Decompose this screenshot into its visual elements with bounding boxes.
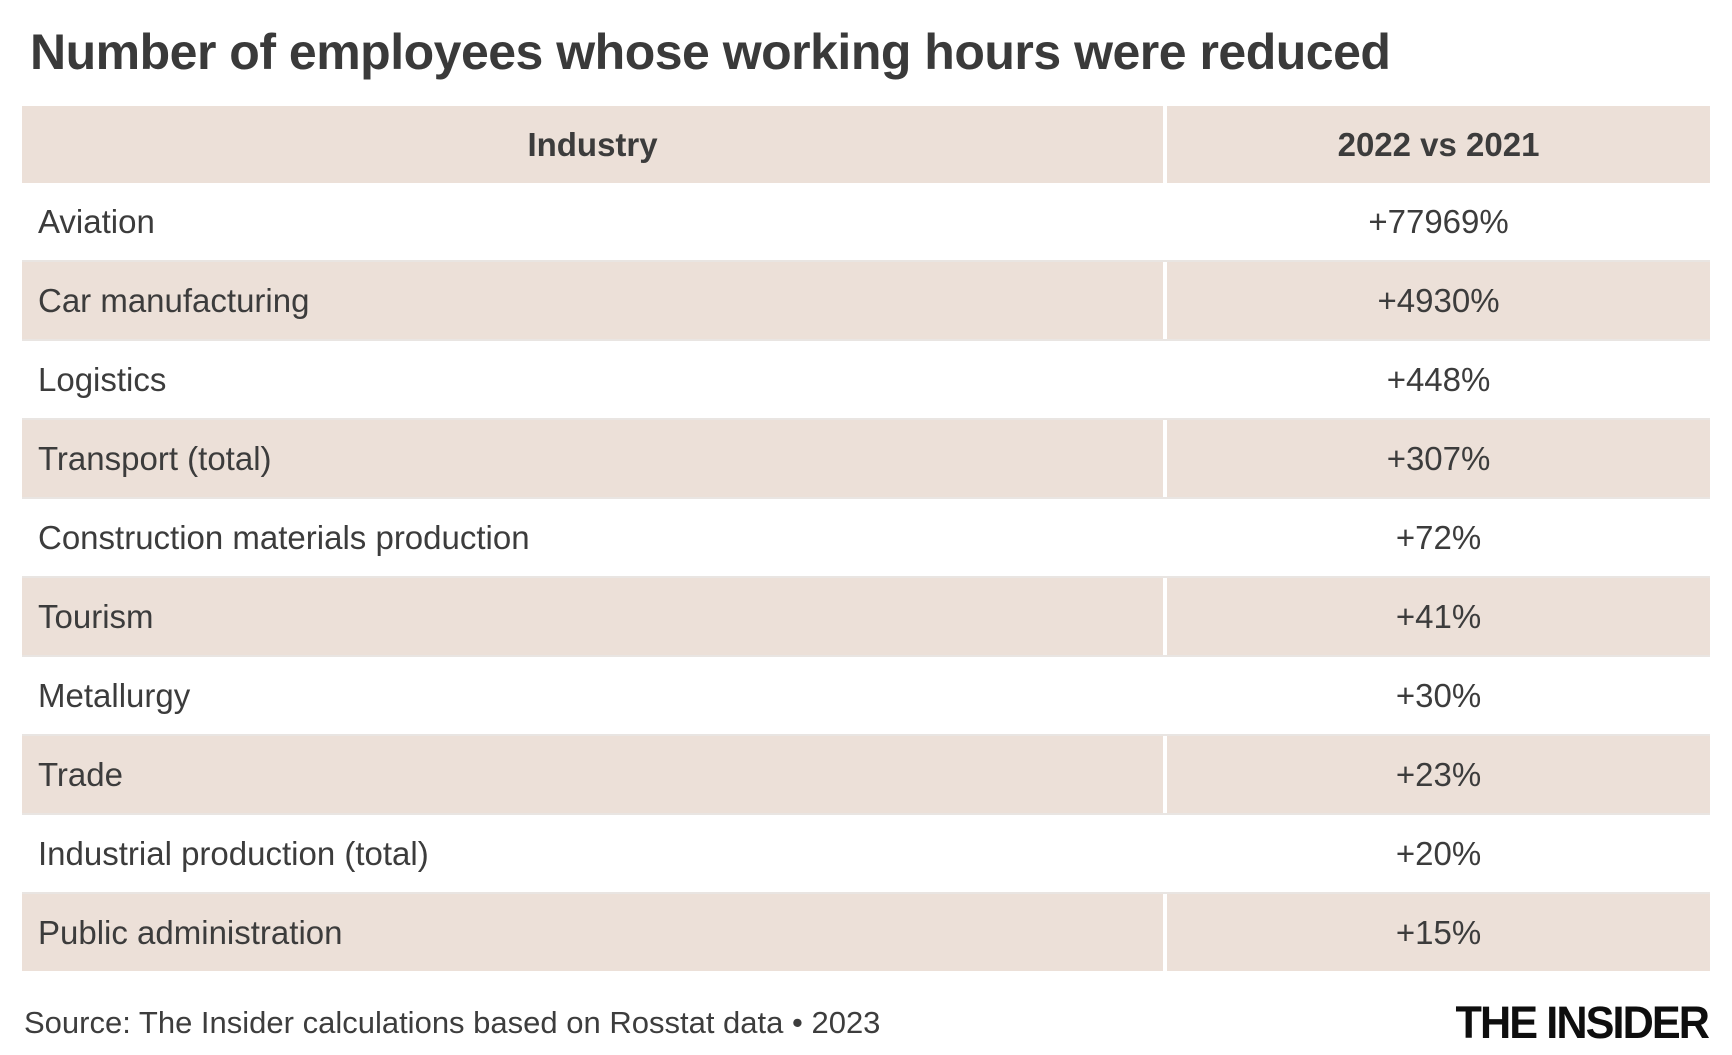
source-note: Source: The Insider calculations based o… xyxy=(24,1005,881,1040)
table-row: Logistics +448% xyxy=(22,339,1710,418)
table-row: Car manufacturing +4930% xyxy=(22,260,1710,339)
data-table: Industry 2022 vs 2021 Aviation +77969% C… xyxy=(22,106,1710,971)
table-row: Tourism +41% xyxy=(22,576,1710,655)
table-row: Trade +23% xyxy=(22,734,1710,813)
value-cell: +307% xyxy=(1167,420,1710,497)
industry-cell: Construction materials production xyxy=(22,499,1164,576)
value-cell: +23% xyxy=(1167,736,1710,813)
industry-cell: Car manufacturing xyxy=(22,262,1164,339)
industry-cell: Tourism xyxy=(22,578,1164,655)
value-cell: +4930% xyxy=(1167,262,1710,339)
industry-cell: Aviation xyxy=(22,183,1164,260)
value-cell: +72% xyxy=(1167,499,1710,576)
industry-cell: Industrial production (total) xyxy=(22,815,1164,892)
table-body: Aviation +77969% Car manufacturing +4930… xyxy=(22,183,1710,971)
value-cell: +20% xyxy=(1167,815,1710,892)
table-header-row: Industry 2022 vs 2021 xyxy=(22,106,1710,183)
industry-cell: Logistics xyxy=(22,341,1164,418)
value-cell: +41% xyxy=(1167,578,1710,655)
industry-cell: Transport (total) xyxy=(22,420,1164,497)
industry-cell: Public administration xyxy=(22,894,1164,971)
value-cell: +15% xyxy=(1167,894,1710,971)
value-cell: +30% xyxy=(1167,657,1710,734)
table-row: Public administration +15% xyxy=(22,892,1710,971)
page-title: Number of employees whose working hours … xyxy=(30,24,1391,80)
footer: Source: The Insider calculations based o… xyxy=(22,997,1710,1049)
table-row: Construction materials production +72% xyxy=(22,497,1710,576)
table-row: Aviation +77969% xyxy=(22,183,1710,260)
value-cell: +448% xyxy=(1167,341,1710,418)
column-header-industry: Industry xyxy=(22,106,1164,183)
industry-cell: Metallurgy xyxy=(22,657,1164,734)
industry-cell: Trade xyxy=(22,736,1164,813)
column-header-change: 2022 vs 2021 xyxy=(1167,106,1710,183)
table-row: Metallurgy +30% xyxy=(22,655,1710,734)
table-row: Industrial production (total) +20% xyxy=(22,813,1710,892)
brand-logo: THE INSIDER xyxy=(1455,997,1709,1048)
table-row: Transport (total) +307% xyxy=(22,418,1710,497)
value-cell: +77969% xyxy=(1167,183,1710,260)
